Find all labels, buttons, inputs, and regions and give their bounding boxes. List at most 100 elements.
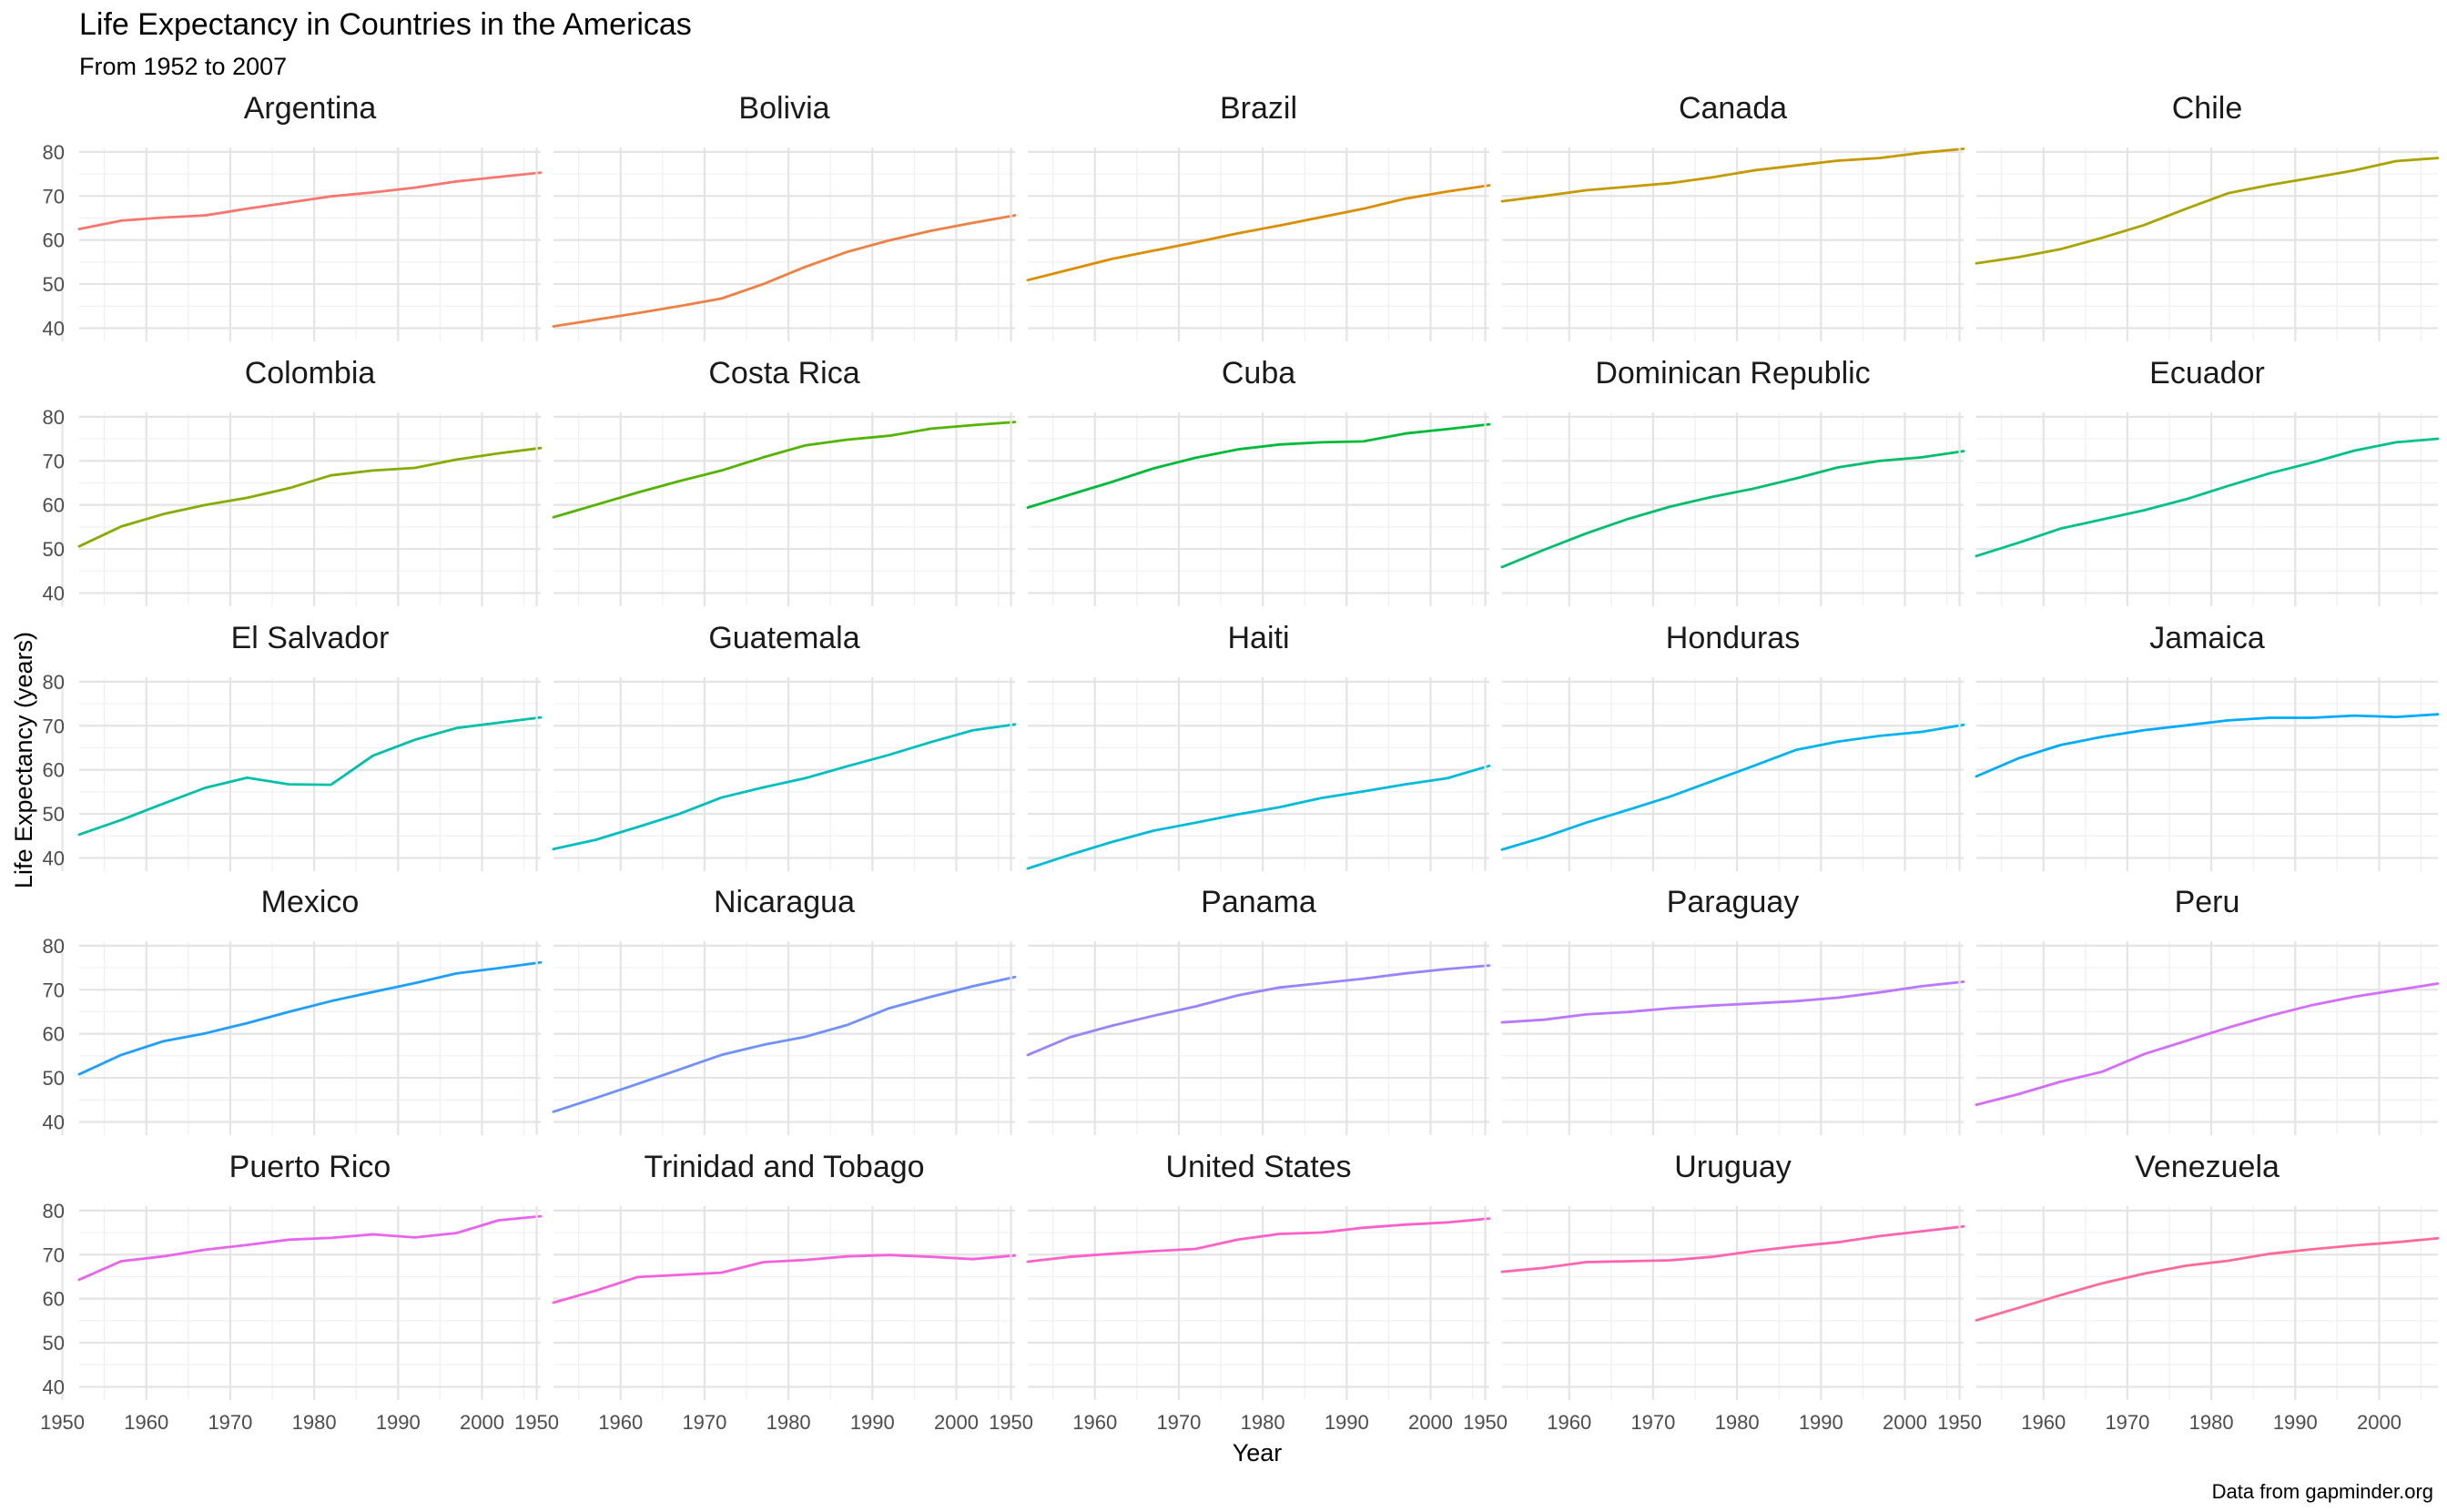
- y-tick-label: 50: [43, 1067, 65, 1090]
- facet-cuba: Cuba: [1010, 356, 1491, 606]
- facet-costa-rica: Costa Rica: [535, 356, 1017, 606]
- x-tick-label: 1970: [1630, 1411, 1675, 1434]
- x-tick-label: 1990: [850, 1411, 895, 1434]
- facet-panels: Argentina 40 50 60 70 80 Bolivia Brazil Canada Ch…: [40, 91, 2440, 1434]
- x-tick-label: 1970: [1156, 1411, 1201, 1434]
- facet-label: Trinidad and Tobago: [644, 1150, 924, 1184]
- x-tick-label: 2000: [460, 1411, 504, 1434]
- facet-nicaragua: Nicaragua: [535, 885, 1017, 1135]
- facet-label: El Salvador: [231, 621, 390, 655]
- y-tick-label: 40: [43, 1111, 65, 1133]
- facet-united-states: United States 1950 1960 1970 1980 1990 2000: [989, 1150, 1491, 1434]
- facet-peru: Peru: [1958, 885, 2440, 1135]
- x-tick-label: 1990: [2273, 1411, 2318, 1434]
- series-line-mexico: [77, 960, 543, 1076]
- series-line-panama: [1026, 964, 1491, 1057]
- y-tick-label: 60: [43, 759, 65, 782]
- x-tick-label: 2000: [1408, 1411, 1453, 1434]
- y-tick-label: 80: [43, 406, 65, 429]
- y-tick-label: 70: [43, 979, 65, 1001]
- facet-panama: Panama: [1010, 885, 1491, 1135]
- x-axis-label: Year: [1233, 1439, 1283, 1466]
- facet-canada: Canada: [1484, 91, 1965, 341]
- facet-paraguay: Paraguay: [1484, 885, 1965, 1135]
- x-tick-label: 2000: [934, 1411, 979, 1434]
- chart-subtitle: From 1952 to 2007: [79, 53, 287, 80]
- x-tick-label: 1960: [1072, 1411, 1117, 1434]
- facet-bolivia: Bolivia: [535, 91, 1017, 341]
- facet-label: Bolivia: [738, 91, 829, 126]
- y-axis-label: Life Expectancy (years): [10, 632, 37, 888]
- y-tick-label: 40: [43, 582, 65, 604]
- x-tick-label: 1990: [1799, 1411, 1843, 1434]
- facet-label: Cuba: [1222, 356, 1295, 391]
- x-tick-label: 1980: [1241, 1411, 1285, 1434]
- facet-label: Nicaragua: [714, 885, 855, 919]
- x-tick-label: 1980: [2189, 1411, 2234, 1434]
- facet-label: Panama: [1201, 885, 1316, 919]
- series-line-bolivia: [552, 214, 1017, 328]
- facet-label: Haiti: [1227, 621, 1289, 655]
- x-tick-label: 1950: [514, 1411, 559, 1434]
- facet-label: Mexico: [261, 885, 360, 919]
- x-tick-label: 1990: [376, 1411, 421, 1434]
- facet-label: Uruguay: [1674, 1150, 1792, 1184]
- y-tick-label: 80: [43, 935, 65, 958]
- y-tick-label: 50: [43, 803, 65, 826]
- facet-ecuador: Ecuador: [1958, 356, 2440, 606]
- x-tick-label: 1980: [767, 1411, 811, 1434]
- facet-dominican-republic: Dominican Republic: [1484, 356, 1965, 606]
- y-tick-label: 40: [43, 1375, 65, 1398]
- facet-jamaica: Jamaica: [1958, 621, 2440, 871]
- facet-label: Peru: [2175, 885, 2240, 919]
- facet-label: Puerto Rico: [229, 1150, 391, 1184]
- facet-haiti: Haiti: [1010, 621, 1491, 871]
- series-line-jamaica: [1975, 713, 2440, 778]
- series-line-argentina: [77, 171, 543, 231]
- facet-label: Argentina: [244, 91, 377, 126]
- facet-label: Colombia: [245, 356, 376, 391]
- x-tick-label: 1960: [1547, 1411, 1591, 1434]
- series-line-canada: [1500, 147, 1965, 203]
- series-line-cuba: [1026, 422, 1491, 509]
- facet-label: Jamaica: [2149, 621, 2265, 655]
- x-tick-label: 1980: [292, 1411, 337, 1434]
- y-tick-label: 80: [43, 141, 65, 164]
- series-line-paraguay: [1500, 980, 1965, 1024]
- facet-label: Canada: [1679, 91, 1787, 126]
- y-tick-label: 50: [43, 538, 65, 561]
- y-tick-label: 50: [43, 1332, 65, 1355]
- y-tick-label: 70: [43, 715, 65, 737]
- facet-venezuela: Venezuela 1950 1960 1970 1980 1990 2000: [1937, 1150, 2440, 1434]
- series-line-costa-rica: [552, 421, 1017, 519]
- series-line-honduras: [1500, 723, 1965, 851]
- y-tick-label: 50: [43, 273, 65, 296]
- facet-trinidad-and-tobago: Trinidad and Tobago 1950 1960 1970 1980 1990 2…: [514, 1150, 1017, 1434]
- series-line-haiti: [1026, 764, 1491, 870]
- series-line-peru: [1975, 982, 2440, 1106]
- y-tick-label: 60: [43, 229, 65, 252]
- y-tick-label: 60: [43, 494, 65, 517]
- y-tick-label: 60: [43, 1023, 65, 1046]
- facet-label: Brazil: [1220, 91, 1297, 126]
- facet-uruguay: Uruguay 1950 1960 1970 1980 1990 2000: [1463, 1150, 1965, 1434]
- x-tick-label: 2000: [1883, 1411, 1927, 1434]
- y-tick-label: 80: [43, 1200, 65, 1223]
- x-tick-label: 1950: [1463, 1411, 1508, 1434]
- y-tick-label: 40: [43, 317, 65, 340]
- facet-guatemala: Guatemala: [535, 621, 1017, 871]
- series-line-guatemala: [552, 723, 1017, 851]
- y-tick-label: 70: [43, 450, 65, 472]
- y-tick-label: 40: [43, 847, 65, 869]
- series-line-uruguay: [1500, 1224, 1965, 1274]
- x-tick-label: 1960: [598, 1411, 643, 1434]
- series-line-brazil: [1026, 184, 1491, 282]
- x-tick-label: 1970: [682, 1411, 726, 1434]
- x-tick-label: 1950: [40, 1411, 85, 1434]
- series-line-chile: [1975, 157, 2440, 265]
- series-line-dominican-republic: [1500, 450, 1965, 569]
- facet-chile: Chile: [1958, 91, 2440, 341]
- series-line-colombia: [77, 446, 543, 548]
- facet-label: Guatemala: [708, 621, 859, 655]
